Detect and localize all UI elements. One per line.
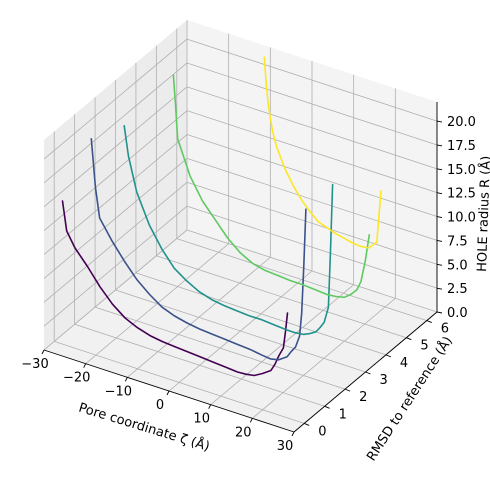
grid-line-z-side xyxy=(43,205,188,327)
z-tick-mark xyxy=(436,287,443,290)
grid-line-y-floor xyxy=(176,238,427,321)
y-tick-mark xyxy=(324,405,330,409)
grid-line-z-side xyxy=(43,38,188,160)
grid-line-y-floor xyxy=(54,341,305,424)
grid-line-z-back xyxy=(186,158,438,241)
y-tick-label: 0 xyxy=(318,424,326,439)
z-tick-label: 15.0 xyxy=(447,163,476,178)
grid-line-y-floor xyxy=(94,306,346,390)
y-tick-label: 2 xyxy=(359,390,367,405)
series-line-rmsd-0 xyxy=(61,200,289,377)
x-tick-label: 20 xyxy=(235,425,252,440)
grid-line-z-side xyxy=(43,181,188,303)
x-tick-mark xyxy=(291,431,295,437)
grid-line-y-floor xyxy=(156,255,407,339)
z-tick-mark xyxy=(436,168,443,171)
x-tick-label: 10 xyxy=(193,412,210,427)
grid-line-y-floor xyxy=(74,323,325,407)
z-tick-label: 7.5 xyxy=(447,234,468,249)
grid-line-z-back xyxy=(186,181,438,265)
x-tick-label: 0 xyxy=(156,398,164,413)
x-tick-mark xyxy=(83,363,87,368)
x-tick-mark xyxy=(166,390,170,396)
grid-line-z-back xyxy=(186,38,438,122)
y-tick-label: 4 xyxy=(400,356,408,371)
y-tick-mark xyxy=(344,388,351,392)
y-tick-label: 6 xyxy=(441,322,449,337)
series-line-rmsd-2 xyxy=(123,125,334,336)
z-tick-mark xyxy=(436,144,443,147)
z-tick-mark xyxy=(436,263,443,266)
y-tick-mark xyxy=(365,371,371,375)
series-line-rmsd-1 xyxy=(90,138,307,361)
grid-line-z-back xyxy=(186,205,438,289)
grid-line-z-side xyxy=(43,110,188,231)
grid-line-z-back xyxy=(186,134,438,217)
grid-line-z-back xyxy=(186,110,438,194)
z-tick-mark xyxy=(436,216,443,218)
y-tick-mark xyxy=(406,337,412,341)
x-tick-mark xyxy=(208,404,212,409)
x-tick-mark xyxy=(249,418,253,423)
grid-line-z-back xyxy=(186,86,438,170)
x-axis-label: Pore coordinate ζ (Å) xyxy=(77,400,212,455)
grid-line-z-back xyxy=(186,62,438,146)
z-tick-label: 12.5 xyxy=(447,187,476,202)
x-tick-label: −30 xyxy=(21,357,48,372)
tick-marks xyxy=(41,120,443,437)
z-tick-mark xyxy=(436,239,443,242)
grid-line-y-floor xyxy=(135,272,387,356)
z-tick-label: 20.0 xyxy=(447,115,476,130)
z-tick-mark xyxy=(436,192,443,195)
grid-line-z-back xyxy=(186,229,438,313)
x-tick-label: 30 xyxy=(277,439,294,454)
y-tick-label: 1 xyxy=(339,407,347,422)
y-tick-label: 3 xyxy=(380,373,388,388)
series-line-rmsd-6 xyxy=(263,56,382,249)
y-tick-mark xyxy=(385,354,392,358)
z-tick-mark xyxy=(436,120,443,123)
series-line-rmsd-4 xyxy=(172,74,371,299)
z-axis-label: HOLE radius R (Å) xyxy=(474,156,490,273)
z-tick-label: 10.0 xyxy=(447,211,476,226)
x-tick-label: −10 xyxy=(105,384,132,399)
z-tick-label: 5.0 xyxy=(447,258,468,273)
grid-line-y-floor xyxy=(115,289,366,373)
z-tick-label: 2.5 xyxy=(447,282,468,297)
z-tick-label: 17.5 xyxy=(447,139,476,154)
x-tick-mark xyxy=(41,349,45,355)
z-tick-label: 0.0 xyxy=(447,306,468,321)
x-tick-label: −20 xyxy=(63,371,90,386)
y-tick-mark xyxy=(426,320,432,323)
y-tick-mark xyxy=(304,423,310,426)
grid-line-z-side xyxy=(43,86,188,208)
grid-line-z-side xyxy=(43,62,188,184)
x-tick-mark xyxy=(124,377,128,382)
grid-line-z-side xyxy=(43,158,188,279)
series-group xyxy=(61,56,382,377)
y-tick-label: 5 xyxy=(420,339,428,354)
tick-labels: −30−20−10010203001234560.02.55.07.510.01… xyxy=(21,115,476,454)
z-tick-mark xyxy=(436,311,443,314)
